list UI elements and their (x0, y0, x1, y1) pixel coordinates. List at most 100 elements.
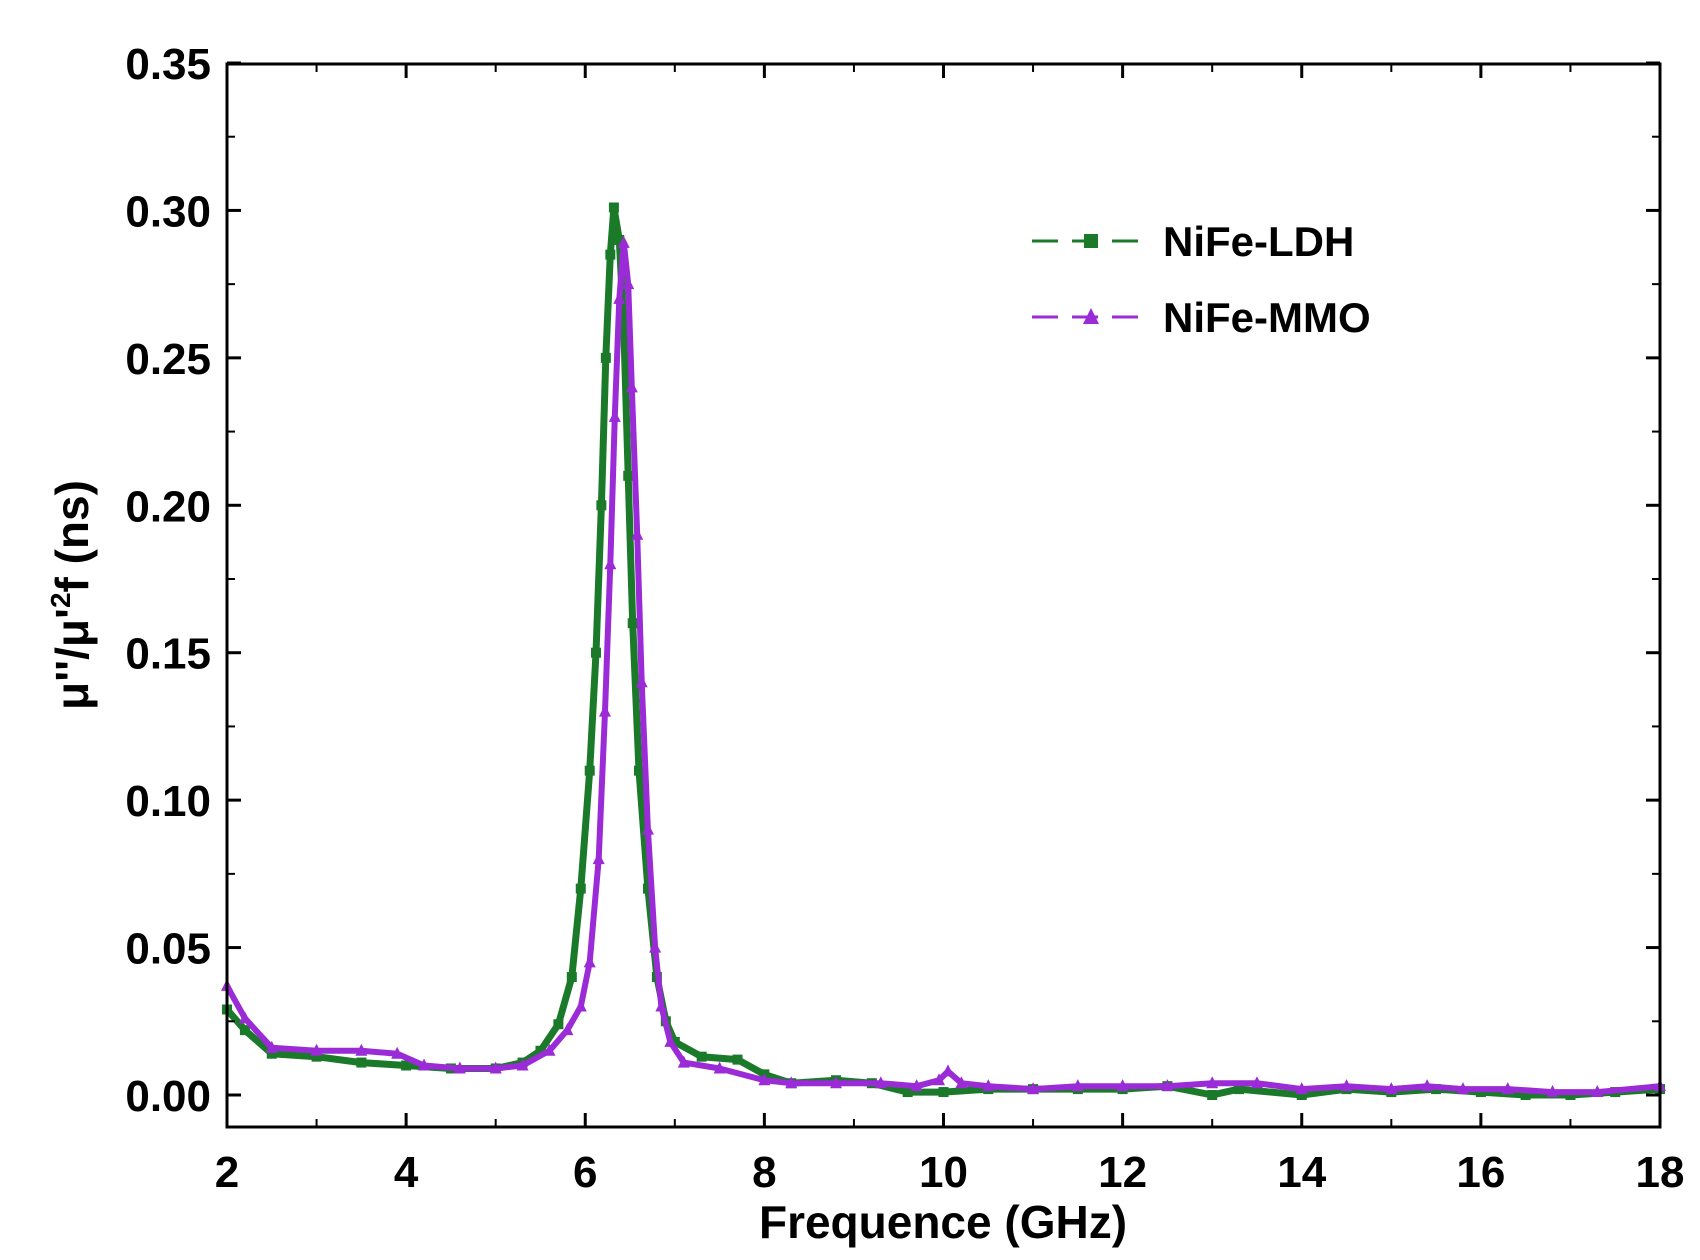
data-point (608, 409, 621, 422)
y-axis-title-sup: 2 (45, 592, 76, 608)
legend-label-nife-ldh: NiFe-LDH (1163, 218, 1354, 265)
data-point (605, 249, 616, 260)
data-point (600, 352, 611, 363)
data-point (649, 940, 662, 953)
data-point (642, 883, 653, 894)
data-point (596, 500, 607, 511)
y-axis-title-prefix: μ''/μ' (46, 608, 98, 710)
data-point (1520, 1090, 1531, 1100)
data-point (543, 1043, 556, 1056)
data-point (598, 704, 611, 717)
data-point (785, 1076, 798, 1089)
x-tick-label: 12 (1098, 1148, 1147, 1197)
data-point (418, 1058, 431, 1071)
x-tick-label: 10 (919, 1148, 968, 1197)
data-point (592, 852, 605, 865)
data-point (635, 675, 648, 688)
data-point (266, 1048, 277, 1059)
data-point (584, 765, 595, 776)
data-point (938, 1087, 949, 1098)
data-point (1296, 1090, 1307, 1100)
data-point (982, 1079, 995, 1092)
series-nife-ldh (222, 202, 1665, 1100)
data-point (1207, 1090, 1218, 1100)
data-point (238, 1011, 251, 1024)
data-point (625, 380, 638, 393)
data-point (239, 1025, 250, 1036)
data-point (1250, 1076, 1263, 1089)
y-tick-label: 0.30 (125, 187, 211, 236)
data-point (583, 955, 596, 968)
data-point (655, 999, 668, 1012)
data-point (1546, 1085, 1559, 1098)
data-point (664, 1034, 677, 1047)
legend-label-nife-mmo: NiFe-MMO (1163, 294, 1371, 341)
legend-marker-nife-mmo (1083, 308, 1099, 324)
plot-frame (225, 62, 1662, 1129)
data-point (1295, 1082, 1308, 1095)
x-tick-label: 14 (1277, 1148, 1326, 1197)
y-tick-label: 0.05 (125, 925, 211, 974)
data-point (535, 1045, 546, 1056)
x-tick-label: 16 (1456, 1148, 1505, 1197)
data-point (614, 234, 625, 245)
data-point (618, 323, 629, 334)
data-point (575, 883, 586, 894)
y-tick-label: 0.20 (125, 482, 211, 531)
data-point (1116, 1079, 1129, 1092)
series-line-nife-mmo (224, 239, 1663, 1096)
x-tick-label: 18 (1636, 1148, 1685, 1197)
data-point (1385, 1082, 1398, 1095)
data-point (1071, 1079, 1084, 1092)
data-point (1206, 1076, 1219, 1089)
data-point (310, 1043, 323, 1056)
data-point (311, 1051, 322, 1062)
data-point (1421, 1079, 1434, 1092)
x-tick-label: 4 (394, 1148, 419, 1197)
data-point (1501, 1082, 1514, 1095)
series-nife-mmo (221, 235, 1666, 1098)
data-point (604, 557, 617, 570)
series-layer (221, 202, 1666, 1100)
legend: NiFe-LDH NiFe-MMO (1032, 218, 1371, 341)
data-point (1027, 1082, 1040, 1095)
y-tick-label: 0.35 (125, 40, 211, 89)
y-tick-label: 0.00 (125, 1072, 211, 1121)
data-point (669, 1036, 680, 1047)
data-point (955, 1076, 968, 1089)
y-tick-label: 0.25 (125, 335, 211, 384)
x-tick-label: 2 (215, 1148, 239, 1197)
legend-marker-nife-ldh (1084, 234, 1098, 248)
data-point (453, 1061, 466, 1074)
data-point (574, 999, 587, 1012)
data-point (1161, 1079, 1174, 1092)
data-point (941, 1064, 954, 1077)
data-point (910, 1079, 923, 1092)
data-point (590, 647, 601, 658)
data-point (633, 765, 644, 776)
data-point (613, 291, 626, 304)
data-point (713, 1061, 726, 1074)
legend-item-nife-mmo: NiFe-MMO (1032, 294, 1371, 341)
y-axis-title-suffix: f (ns) (46, 480, 98, 592)
data-point (561, 1023, 574, 1036)
y-tick-label: 0.15 (125, 630, 211, 679)
data-point (732, 1054, 743, 1065)
data-point (356, 1057, 367, 1068)
data-point (1340, 1079, 1353, 1092)
data-point (265, 1040, 278, 1053)
data-point (902, 1087, 913, 1098)
data-point (641, 822, 654, 835)
data-point (830, 1076, 843, 1089)
data-point (631, 527, 644, 540)
data-point (617, 235, 630, 248)
data-point (1591, 1085, 1604, 1098)
data-point (355, 1043, 368, 1056)
x-tick-label: 6 (573, 1148, 597, 1197)
data-point (933, 1073, 946, 1086)
data-point (623, 470, 634, 481)
data-point (758, 1073, 771, 1086)
data-point (516, 1058, 529, 1071)
data-point (627, 618, 638, 629)
